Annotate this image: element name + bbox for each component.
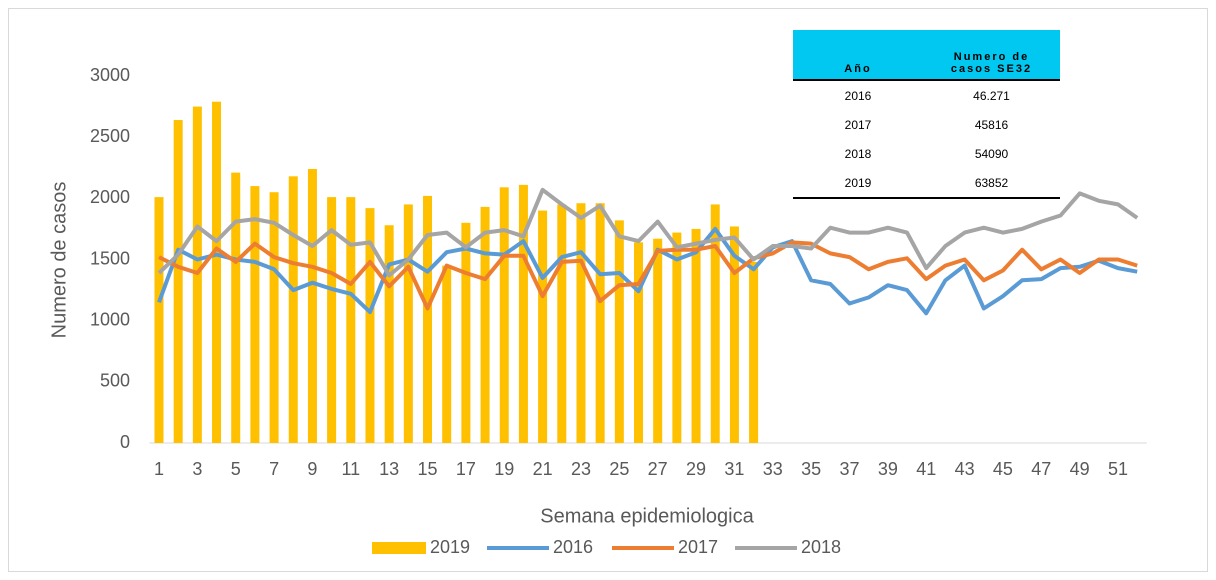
- bar: [173, 120, 183, 443]
- bar: [327, 197, 337, 443]
- table-cell: 54090: [974, 146, 1009, 161]
- x-tick-label: 9: [307, 459, 317, 479]
- bar: [653, 238, 663, 443]
- x-axis-title: Semana epidemiologica: [540, 505, 754, 527]
- line: [158, 240, 1138, 311]
- table-cell: 45816: [974, 117, 1009, 132]
- y-tick-label: 0: [120, 432, 130, 452]
- bar: [614, 220, 624, 443]
- table-cell: 2017: [844, 117, 872, 132]
- bar: [499, 187, 509, 443]
- x-tick-label: 49: [1070, 459, 1090, 479]
- x-tick-label: 1: [154, 459, 164, 479]
- bar: [212, 101, 222, 443]
- legend-swatch: [372, 542, 426, 554]
- bar: [634, 242, 644, 443]
- bar: [461, 222, 471, 443]
- bar: [557, 204, 567, 443]
- bar: [691, 228, 701, 443]
- x-tick-label: 15: [418, 459, 438, 479]
- x-tick-label: 25: [609, 459, 629, 479]
- bar: [231, 172, 241, 444]
- x-tick-label: 33: [763, 459, 783, 479]
- y-axis-title: Numero de casos: [48, 182, 70, 339]
- x-tick-label: 31: [724, 459, 744, 479]
- table-cell: 46.271: [973, 88, 1010, 103]
- y-tick-label: 3000: [90, 65, 130, 85]
- y-tick-label: 1500: [90, 248, 130, 268]
- table-cell: 63852: [923, 168, 1060, 199]
- chart-border: [8, 8, 1208, 572]
- x-tick-label: 23: [571, 459, 591, 479]
- x-tick-label: 45: [993, 459, 1013, 479]
- bar: [154, 197, 164, 443]
- x-tick-label: 27: [648, 459, 668, 479]
- bar: [423, 195, 433, 443]
- bar: [749, 261, 759, 443]
- bar: [365, 208, 375, 443]
- table-row: 2016 46.271: [793, 80, 1060, 110]
- bar: [518, 184, 528, 444]
- bar: [576, 203, 586, 443]
- bar: [480, 206, 490, 443]
- table-row: 2017 45816: [793, 110, 1060, 139]
- x-tick-label: 11: [341, 459, 360, 479]
- x-tick-label: 5: [231, 459, 241, 479]
- x-tick-label: 13: [379, 459, 399, 479]
- legend-label: 2017: [678, 537, 718, 557]
- table-cell: 2019: [793, 168, 923, 199]
- legend-label: 2018: [801, 537, 841, 557]
- table-row: 2019 63852: [793, 168, 1060, 199]
- legend-label: 2016: [553, 537, 593, 557]
- bar: [403, 204, 413, 443]
- bar: [538, 210, 548, 443]
- bar: [307, 168, 317, 443]
- x-tick-label: 51: [1108, 459, 1128, 479]
- y-tick-label: 1000: [90, 309, 130, 329]
- legend-label: 2019: [430, 537, 470, 557]
- bar: [250, 186, 260, 443]
- bar: [710, 204, 720, 443]
- x-tick-label: 41: [916, 459, 936, 479]
- bar: [269, 192, 279, 443]
- x-tick-label: 47: [1031, 459, 1051, 479]
- inset-table: Año Numero de casos SE32 2016 46.271 2017 4…: [793, 30, 1060, 199]
- bar: [288, 176, 298, 443]
- x-tick-label: 19: [494, 459, 514, 479]
- y-tick-label: 2000: [90, 187, 130, 207]
- bar: [346, 197, 356, 443]
- x-tick-label: 3: [192, 459, 202, 479]
- bar: [442, 265, 452, 443]
- x-tick-label: 7: [269, 459, 279, 479]
- bar: [595, 203, 605, 443]
- x-tick-label: 39: [878, 459, 898, 479]
- bar: [384, 225, 394, 443]
- bar: [729, 226, 739, 443]
- y-tick-label: 500: [100, 371, 130, 391]
- table-header: Numero de casos SE32: [923, 30, 1060, 81]
- x-tick-label: 17: [456, 459, 476, 479]
- line: [157, 187, 1139, 278]
- table-row: 2018 54090: [793, 139, 1060, 168]
- x-tick-label: 37: [839, 459, 859, 479]
- table-cell: 2018: [844, 146, 872, 161]
- x-tick-label: 35: [801, 459, 821, 479]
- bar: [672, 232, 682, 443]
- x-tick-label: 43: [955, 459, 975, 479]
- x-tick-label: 21: [533, 459, 553, 479]
- table-cell: 2016: [844, 88, 872, 103]
- x-tick-label: 29: [686, 459, 706, 479]
- table-header: Año: [793, 30, 923, 81]
- y-tick-label: 2500: [90, 126, 130, 146]
